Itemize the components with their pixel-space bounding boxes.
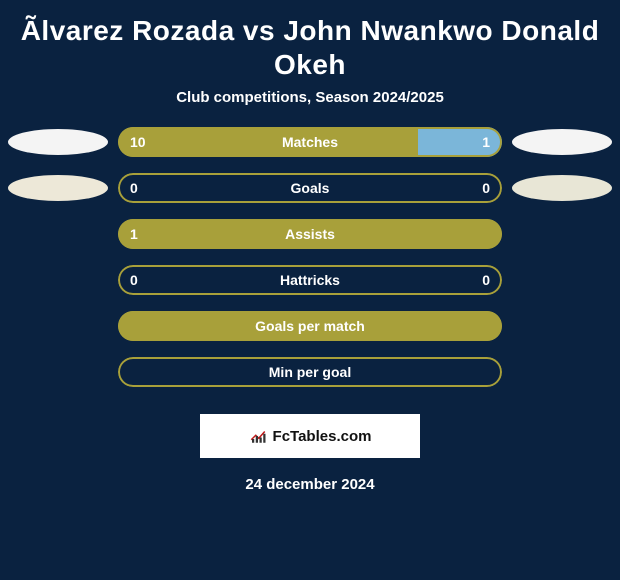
stat-label: Goals per match <box>118 311 502 341</box>
oval-spacer <box>512 267 612 293</box>
stat-label: Matches <box>118 127 502 157</box>
oval-spacer <box>512 221 612 247</box>
oval-spacer <box>512 313 612 339</box>
footer-date: 24 december 2024 <box>0 476 620 493</box>
player-left-oval <box>8 175 108 201</box>
oval-spacer <box>8 267 108 293</box>
brand-badge: FcTables.com <box>200 414 420 458</box>
stat-bar: 00Hattricks <box>118 265 502 295</box>
subtitle: Club competitions, Season 2024/2025 <box>0 89 620 126</box>
stat-label: Hattricks <box>118 265 502 295</box>
stat-bar: 1Assists <box>118 219 502 249</box>
stat-bar: 101Matches <box>118 127 502 157</box>
stats-rows: 101Matches 00Goals 1Assists 00Hattricks Goal… <box>0 126 620 388</box>
stat-row: Min per goal <box>8 356 612 388</box>
stat-bar: 00Goals <box>118 173 502 203</box>
oval-spacer <box>8 221 108 247</box>
oval-spacer <box>8 313 108 339</box>
stat-bar: Min per goal <box>118 357 502 387</box>
page-title: Ãlvarez Rozada vs John Nwankwo Donald Ok… <box>0 0 620 89</box>
stat-label: Goals <box>118 173 502 203</box>
stat-label: Assists <box>118 219 502 249</box>
stat-row: Goals per match <box>8 310 612 342</box>
brand-text: FcTables.com <box>273 428 372 445</box>
stat-row: 00Goals <box>8 172 612 204</box>
chart-icon <box>249 427 267 445</box>
oval-spacer <box>8 359 108 385</box>
player-right-oval <box>512 129 612 155</box>
stat-bar: Goals per match <box>118 311 502 341</box>
stat-row: 1Assists <box>8 218 612 250</box>
player-left-oval <box>8 129 108 155</box>
stat-label: Min per goal <box>118 357 502 387</box>
player-right-oval <box>512 175 612 201</box>
stat-row: 101Matches <box>8 126 612 158</box>
oval-spacer <box>512 359 612 385</box>
stat-row: 00Hattricks <box>8 264 612 296</box>
